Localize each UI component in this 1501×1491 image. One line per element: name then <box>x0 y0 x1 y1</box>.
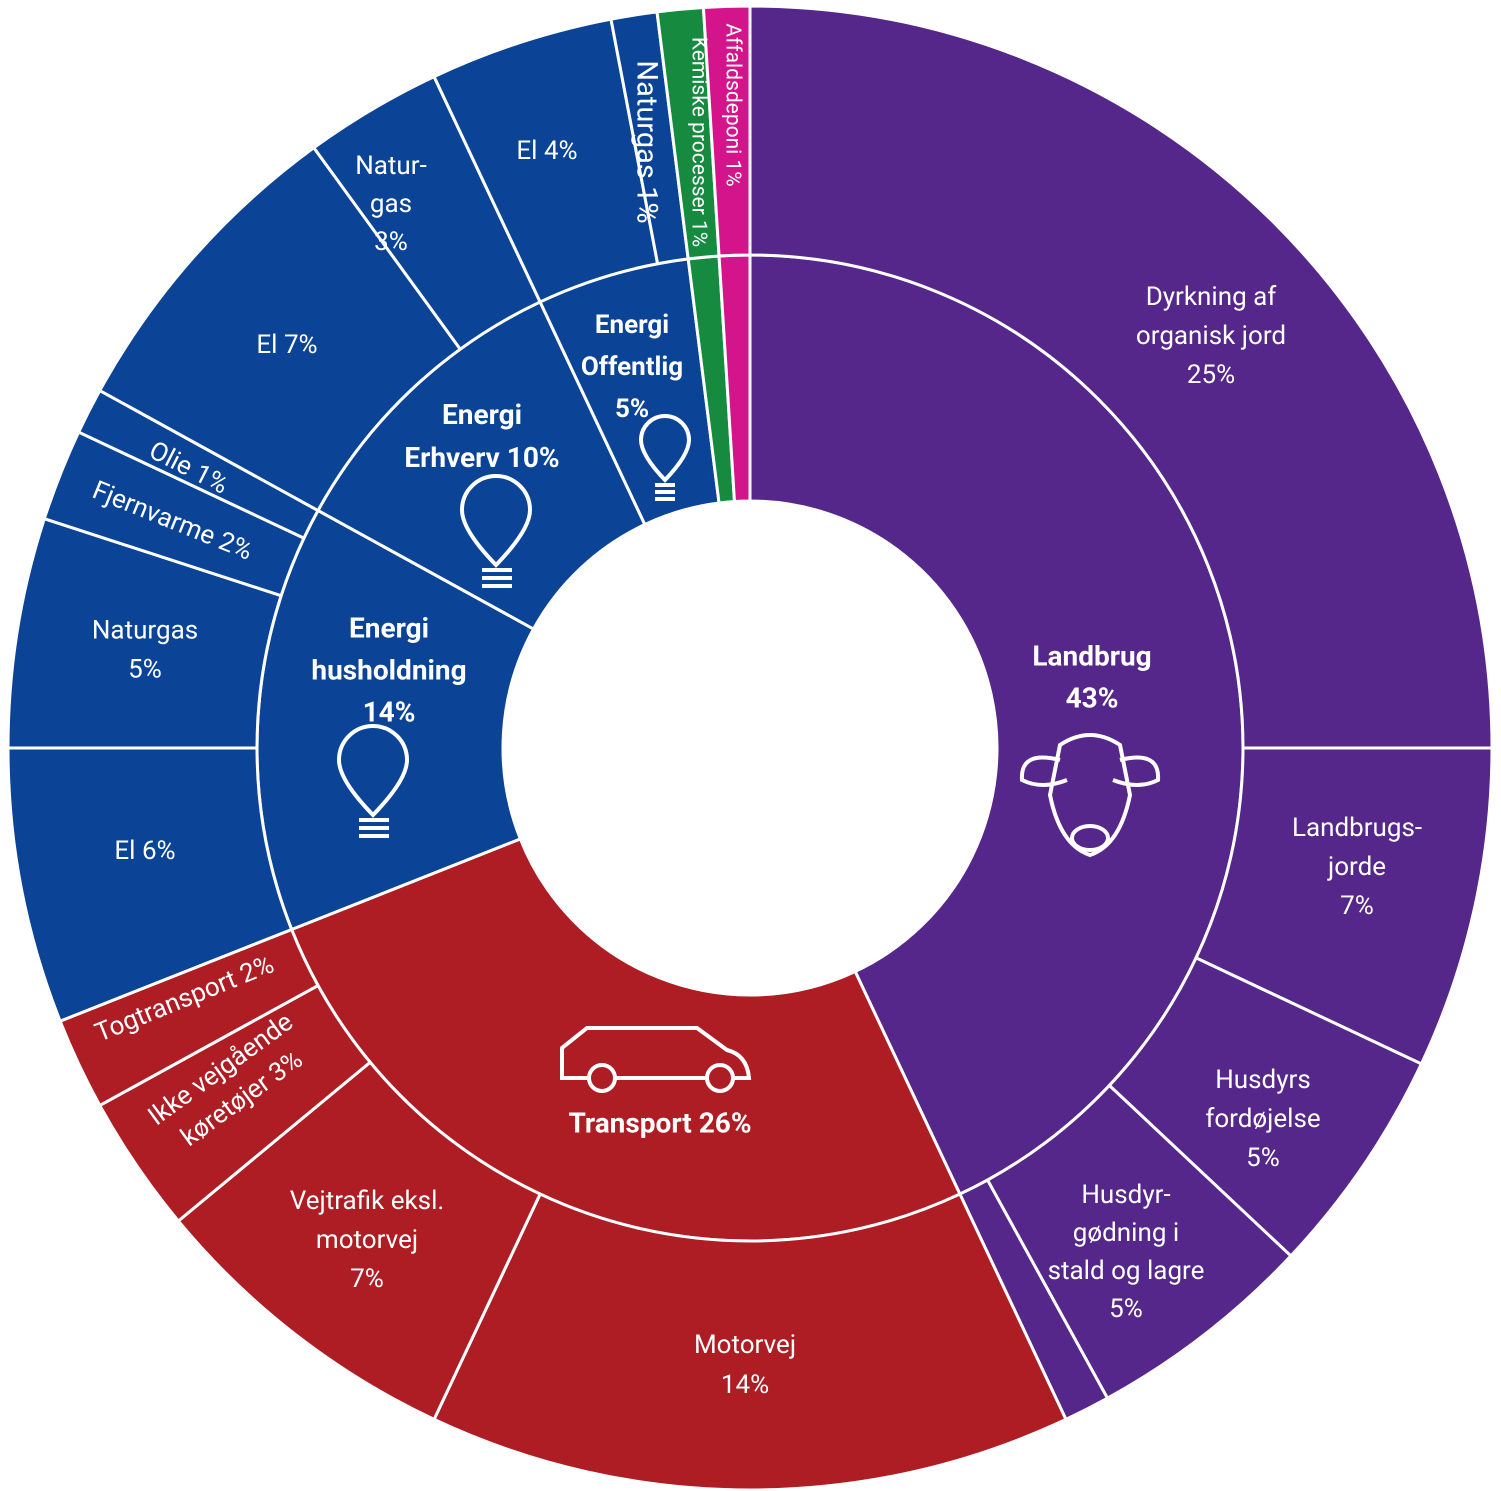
label-line: El 7% <box>256 330 317 360</box>
outer-sector <box>432 1192 1068 1491</box>
label-line: stald og lagre <box>1048 1256 1205 1286</box>
label: Vejtrafik eksl. motorvej 7% <box>290 1186 445 1294</box>
label-line: gødning i <box>1073 1218 1179 1248</box>
label: El 4% <box>516 136 577 166</box>
sectors <box>6 4 1494 1491</box>
label-line: Transport 26% <box>568 1106 751 1139</box>
label-line: Kemiske processer 1% <box>686 37 710 247</box>
label: Energi Offentlig 5% <box>581 310 683 424</box>
label: Naturgas 5% <box>92 615 198 684</box>
label-line: Energi <box>349 611 429 644</box>
cow-icon <box>1019 733 1161 858</box>
label-line: 5% <box>615 394 649 424</box>
label-line: 7% <box>1340 891 1374 921</box>
label: Landbrugs-jorde 7% <box>1292 813 1422 921</box>
label-line: 25% <box>1187 360 1235 390</box>
label-line: Dyrkning af <box>1146 282 1278 312</box>
label-line: Natur- <box>355 151 427 181</box>
label-line: Landbrugs- <box>1292 813 1422 843</box>
label-line: 5% <box>128 654 162 684</box>
label: Landbrug 43% <box>1032 639 1151 714</box>
label: El 7% <box>256 330 317 360</box>
label-line: gas <box>370 189 412 219</box>
label: El 6% <box>114 836 175 866</box>
label-line: El 4% <box>516 136 577 166</box>
label: Dyrkning af organisk jord 25% <box>1136 282 1286 390</box>
label-line: 7% <box>350 1264 384 1294</box>
label-line: Energi <box>595 310 669 340</box>
label-line: El 6% <box>114 836 175 866</box>
label-line: 5% <box>1246 1143 1280 1173</box>
outer-sector <box>748 4 1494 750</box>
label-line: Vejtrafik eksl. <box>290 1186 445 1216</box>
label: Transport 26% <box>568 1106 751 1139</box>
label: Kemiske processer 1% <box>686 37 710 247</box>
label-line: Affaldsdeponi 1% <box>720 23 744 186</box>
car-icon <box>560 1026 752 1093</box>
bulb-icons <box>336 414 692 838</box>
label-line: Naturgas 1% <box>629 60 663 223</box>
label: Affaldsdeponi 1% <box>720 23 744 186</box>
label-line: Husdyr- <box>1081 1180 1170 1210</box>
label-line: Landbrug <box>1032 639 1151 672</box>
label: Naturgas 1% <box>629 60 663 223</box>
label-line: Naturgas <box>92 615 198 645</box>
label-line: Energi <box>442 398 522 431</box>
icons <box>336 414 1161 1093</box>
label-line: fordøjelse <box>1205 1104 1320 1134</box>
label: Energi Erhverv 10% <box>404 398 559 474</box>
label: Energi husholdning 14% <box>311 611 466 728</box>
label-line: Husdyrs <box>1215 1065 1311 1095</box>
label: Husdyr-gødning i stald og lagre 5% <box>1048 1180 1205 1324</box>
label-line: husholdning <box>311 653 466 686</box>
label-line: motorvej <box>316 1225 418 1255</box>
label-line: 14% <box>363 695 416 728</box>
label-line: jorde <box>1327 852 1386 882</box>
label-line: Offentlig <box>581 352 683 382</box>
label-line: 43% <box>1066 681 1119 714</box>
label-line: organisk jord <box>1136 321 1286 351</box>
label-line: Erhverv 10% <box>404 441 559 474</box>
label: Motorvej 14% <box>694 1330 796 1400</box>
label: Husdyrs fordøjelse 5% <box>1205 1065 1320 1173</box>
label-line: 5% <box>1109 1294 1143 1324</box>
outer-sector <box>701 4 752 258</box>
label: Natur-gas 3% <box>355 151 427 257</box>
label-line: Motorvej <box>694 1330 796 1360</box>
label-line: 3% <box>374 227 408 257</box>
label-line: 14% <box>721 1370 769 1400</box>
